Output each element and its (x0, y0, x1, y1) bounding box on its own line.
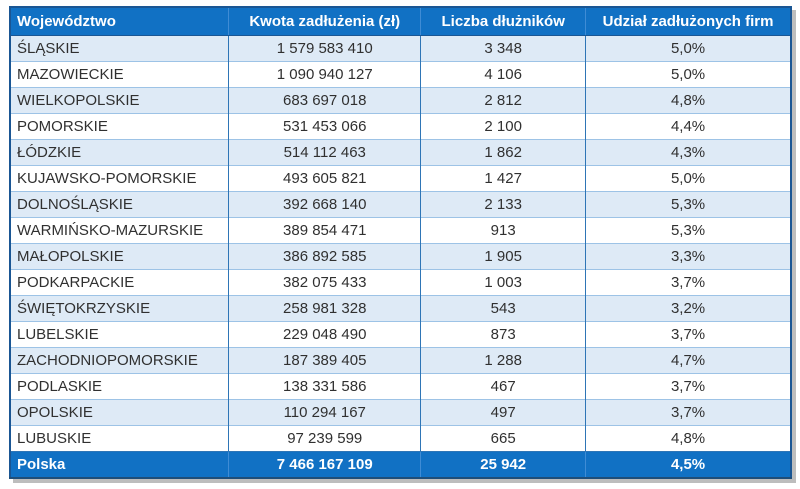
table-header: Województwo Kwota zadłużenia (zł) Liczba d… (10, 7, 791, 36)
value-cell: 467 (420, 372, 586, 399)
table-row: ZACHODNIOPOMORSKIE 187 389 405 1 288 4,7% (10, 346, 791, 373)
value-cell: 665 (420, 424, 586, 451)
value-cell: 97 239 599 (228, 424, 421, 451)
value-cell: 514 112 463 (228, 138, 421, 165)
value-cell: 3,7% (585, 398, 791, 425)
value-cell: 531 453 066 (228, 112, 421, 139)
value-cell: 913 (420, 216, 586, 243)
value-cell: 386 892 585 (228, 242, 421, 269)
table-row: POMORSKIE 531 453 066 2 100 4,4% (10, 112, 791, 139)
value-cell: 497 (420, 398, 586, 425)
value-cell: 389 854 471 (228, 216, 421, 243)
value-cell: 5,3% (585, 216, 791, 243)
voivodeship-name-cell: MAZOWIECKIE (10, 60, 229, 87)
value-cell: 4,7% (585, 346, 791, 373)
value-cell: 382 075 433 (228, 268, 421, 295)
column-header: Kwota zadłużenia (zł) (228, 7, 421, 36)
value-cell: 493 605 821 (228, 164, 421, 191)
value-cell: 4 106 (420, 60, 586, 87)
value-cell: 1 862 (420, 138, 586, 165)
voivodeship-name-cell: LUBUSKIE (10, 424, 229, 451)
value-cell: 4,4% (585, 112, 791, 139)
voivodeship-name-cell: LUBELSKIE (10, 320, 229, 347)
table-row: ŁÓDZKIE 514 112 463 1 862 4,3% (10, 138, 791, 165)
total-label-cell: Polska (10, 450, 229, 478)
voivodeship-name-cell: PODKARPACKIE (10, 268, 229, 295)
column-header: Liczba dłużników (420, 7, 586, 36)
value-cell: 4,8% (585, 86, 791, 113)
value-cell: 3,7% (585, 320, 791, 347)
voivodeship-name-cell: KUJAWSKO-POMORSKIE (10, 164, 229, 191)
value-cell: 258 981 328 (228, 294, 421, 321)
table-row: ŚWIĘTOKRZYSKIE 258 981 328 543 3,2% (10, 294, 791, 321)
value-cell: 110 294 167 (228, 398, 421, 425)
voivodeship-debt-table: Województwo Kwota zadłużenia (zł) Liczba d… (9, 6, 792, 479)
report-page: Województwo Kwota zadłużenia (zł) Liczba d… (9, 6, 792, 479)
voivodeship-name-cell: WIELKOPOLSKIE (10, 86, 229, 113)
total-value-cell: 7 466 167 109 (228, 450, 421, 478)
column-header: Udział zadłużonych firm (585, 7, 791, 36)
value-cell: 392 668 140 (228, 190, 421, 217)
value-cell: 3 348 (420, 34, 586, 61)
table-row: WARMIŃSKO-MAZURSKIE 389 854 471 913 5,3% (10, 216, 791, 243)
table-row: MAZOWIECKIE 1 090 940 127 4 106 5,0% (10, 60, 791, 87)
value-cell: 543 (420, 294, 586, 321)
total-value-cell: 25 942 (420, 450, 586, 478)
value-cell: 2 100 (420, 112, 586, 139)
value-cell: 3,2% (585, 294, 791, 321)
value-cell: 5,0% (585, 34, 791, 61)
value-cell: 4,3% (585, 138, 791, 165)
table-row: DOLNOŚLĄSKIE 392 668 140 2 133 5,3% (10, 190, 791, 217)
table-row: MAŁOPOLSKIE 386 892 585 1 905 3,3% (10, 242, 791, 269)
column-header: Województwo (10, 7, 229, 36)
table-row: KUJAWSKO-POMORSKIE 493 605 821 1 427 5,0% (10, 164, 791, 191)
table-row: OPOLSKIE 110 294 167 497 3,7% (10, 398, 791, 425)
table-row: WIELKOPOLSKIE 683 697 018 2 812 4,8% (10, 86, 791, 113)
total-value-cell: 4,5% (585, 450, 791, 478)
voivodeship-name-cell: DOLNOŚLĄSKIE (10, 190, 229, 217)
voivodeship-name-cell: WARMIŃSKO-MAZURSKIE (10, 216, 229, 243)
voivodeship-name-cell: ŁÓDZKIE (10, 138, 229, 165)
value-cell: 2 812 (420, 86, 586, 113)
value-cell: 187 389 405 (228, 346, 421, 373)
value-cell: 1 003 (420, 268, 586, 295)
value-cell: 1 288 (420, 346, 586, 373)
value-cell: 5,3% (585, 190, 791, 217)
voivodeship-name-cell: OPOLSKIE (10, 398, 229, 425)
value-cell: 1 090 940 127 (228, 60, 421, 87)
voivodeship-name-cell: ŚWIĘTOKRZYSKIE (10, 294, 229, 321)
voivodeship-name-cell: POMORSKIE (10, 112, 229, 139)
value-cell: 3,3% (585, 242, 791, 269)
value-cell: 1 579 583 410 (228, 34, 421, 61)
value-cell: 2 133 (420, 190, 586, 217)
value-cell: 873 (420, 320, 586, 347)
table-footer: Polska 7 466 167 109 25 942 4,5% (10, 450, 791, 478)
voivodeship-name-cell: ŚLĄSKIE (10, 34, 229, 61)
value-cell: 5,0% (585, 60, 791, 87)
voivodeship-name-cell: PODLASKIE (10, 372, 229, 399)
value-cell: 1 427 (420, 164, 586, 191)
table-body: ŚLĄSKIE 1 579 583 410 3 348 5,0% MAZOWIECKIE… (10, 34, 791, 451)
header-row: Województwo Kwota zadłużenia (zł) Liczba d… (10, 7, 791, 36)
footer-row: Polska 7 466 167 109 25 942 4,5% (10, 450, 791, 478)
value-cell: 229 048 490 (228, 320, 421, 347)
table-row: ŚLĄSKIE 1 579 583 410 3 348 5,0% (10, 34, 791, 61)
value-cell: 138 331 586 (228, 372, 421, 399)
value-cell: 683 697 018 (228, 86, 421, 113)
value-cell: 5,0% (585, 164, 791, 191)
value-cell: 3,7% (585, 372, 791, 399)
table-row: LUBELSKIE 229 048 490 873 3,7% (10, 320, 791, 347)
voivodeship-name-cell: MAŁOPOLSKIE (10, 242, 229, 269)
voivodeship-name-cell: ZACHODNIOPOMORSKIE (10, 346, 229, 373)
table-row: PODKARPACKIE 382 075 433 1 003 3,7% (10, 268, 791, 295)
value-cell: 1 905 (420, 242, 586, 269)
table-row: LUBUSKIE 97 239 599 665 4,8% (10, 424, 791, 451)
value-cell: 4,8% (585, 424, 791, 451)
table-row: PODLASKIE 138 331 586 467 3,7% (10, 372, 791, 399)
value-cell: 3,7% (585, 268, 791, 295)
